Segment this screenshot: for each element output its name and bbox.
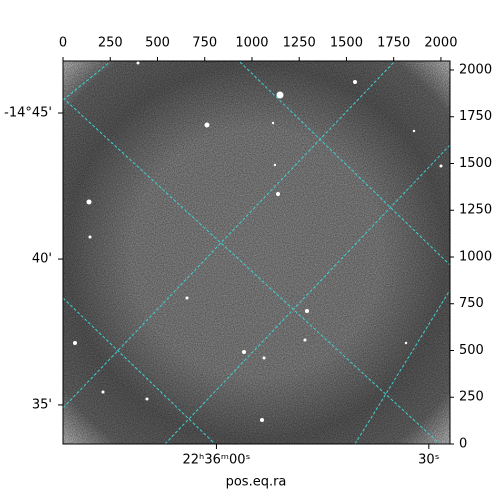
x-tick-label: 750	[192, 36, 217, 51]
x-tick-label: 250	[98, 36, 123, 51]
y-tick-label: 750	[459, 296, 484, 311]
y-tick-label: 2000	[459, 62, 492, 77]
sky-image	[63, 61, 450, 444]
y-tick-label: 1250	[459, 203, 492, 218]
y-tick-label: 1750	[459, 109, 492, 124]
x-tick-label: 500	[145, 36, 170, 51]
dec-tick-label: 40'	[32, 252, 52, 267]
y-tick-label: 250	[459, 390, 484, 405]
x-axis-label: pos.eq.ra	[226, 475, 287, 490]
ra-tick-label: 22ʰ36ᵐ00ˢ	[183, 453, 251, 468]
x-tick-label: 1250	[283, 36, 316, 51]
plot-frame	[62, 60, 451, 445]
y-tick-label: 1500	[459, 156, 492, 171]
dec-tick-label: -14°45'	[4, 105, 52, 120]
x-tick-label: 0	[59, 36, 67, 51]
y-tick-label: 0	[459, 437, 467, 452]
dec-tick-label: 35'	[32, 397, 52, 412]
x-tick-label: 1750	[377, 36, 410, 51]
x-tick-label: 2000	[424, 36, 457, 51]
ra-tick-label: 30ˢ	[418, 453, 440, 468]
y-tick-label: 500	[459, 343, 484, 358]
y-tick-label: 1000	[459, 249, 492, 264]
x-tick-label: 1500	[330, 36, 363, 51]
x-tick-label: 1000	[235, 36, 268, 51]
